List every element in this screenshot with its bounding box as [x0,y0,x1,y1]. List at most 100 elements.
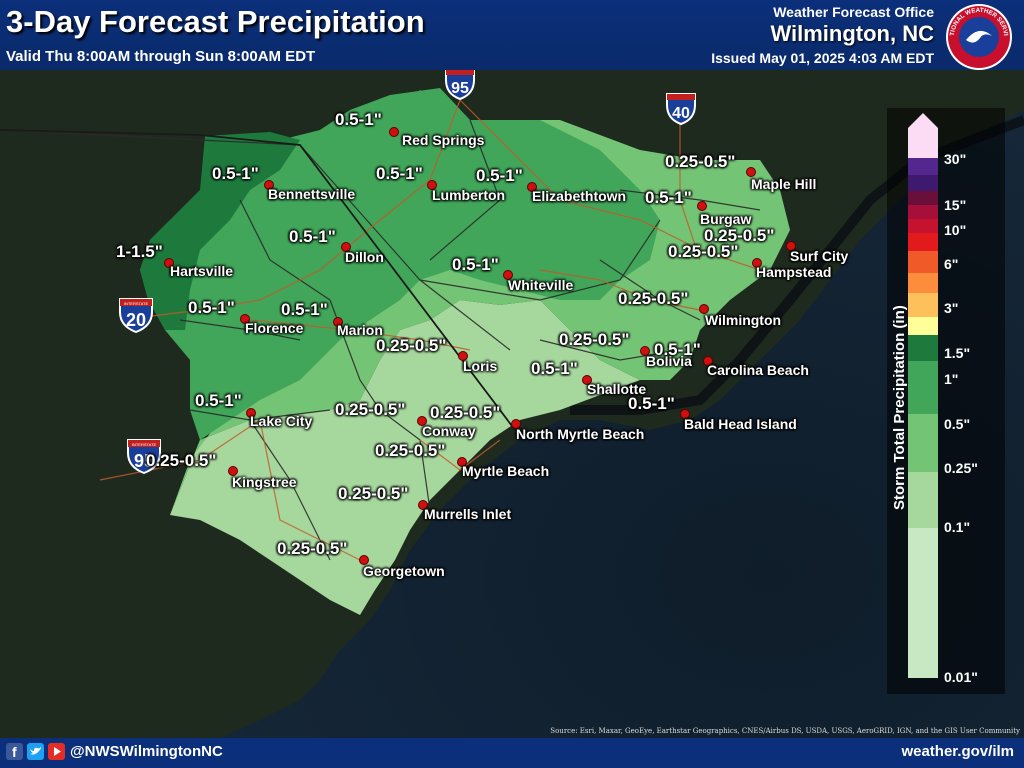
legend-band-3 [908,273,938,293]
amount-burgaw: 0.5-1" [645,188,692,207]
valid-period: Valid Thu 8:00AM through Sun 8:00AM EDT [6,48,316,65]
city-label-red-springs: Red Springs [402,132,485,148]
legend-tick-0.5: 0.5" [944,416,971,432]
city-label-burgaw: Burgaw [700,211,752,227]
amount-marion: 0.5-1" [281,300,328,319]
city-dot-conway [417,416,427,426]
legend-band-15 [908,191,938,205]
city-label-carolina-beach: Carolina Beach [707,362,809,378]
city-label-loris: Loris [463,358,498,374]
i20-label: 20 [126,310,146,330]
legend-band-4 [908,251,938,273]
city-label-hartsville: Hartsville [170,263,234,279]
i95-label: 95 [451,80,469,97]
city-dot-red-springs [389,127,399,137]
city-label-shallotte: Shallotte [587,381,647,397]
legend-tick-3: 3" [944,300,959,316]
amount-shallotte: 0.5-1" [531,359,578,378]
city-label-surf-city: Surf City [790,248,849,264]
city-dot-bennettsville [264,180,274,190]
facebook-icon[interactable]: f [6,743,23,760]
precip-0.1-0.25 [170,300,640,615]
city-dot-hartsville [164,258,174,268]
legend-tick-6: 6" [944,256,959,272]
issued-time: Issued May 01, 2025 4:03 AM EDT [711,50,934,66]
city-label-marion: Marion [337,322,383,338]
city-label-kingstree: Kingstree [232,474,297,490]
legend-band-0.1 [908,472,938,528]
social-handle[interactable]: @NWSWilmingtonNC [70,743,223,760]
amount-kingstree: 0.25-0.5" [146,451,217,470]
city-dot-elizabethtown [527,182,537,192]
city-label-north-myrtle-beach: North Myrtle Beach [516,426,645,442]
city-label-hampstead: Hampstead [756,264,832,280]
amount-elizabethtown: 0.5-1" [476,166,523,185]
legend-band-2 [908,293,938,317]
amount-red-springs: 0.5-1" [335,110,382,129]
legend-band-1.5 [908,317,938,335]
legend-band-top [908,128,938,158]
legend-tick-10: 10" [944,222,967,238]
city-label-bald-head-island: Bald Head Island [684,416,797,432]
city-label-wilmington: Wilmington [705,312,782,328]
legend-band-6 [908,233,938,251]
city-dot-north-myrtle-beach [511,419,521,429]
legend-tick-30: 30" [944,151,967,167]
amount-maple-hill: 0.25-0.5" [665,152,736,171]
header-bar: 3-Day Forecast Precipitation Valid Thu 8… [0,0,1024,70]
amount-hampstead: 0.25-0.5" [668,242,739,261]
website-link[interactable]: weather.gov/ilm [901,743,1014,760]
legend-title: Storm Total Precipitation (in) [891,305,908,510]
amount-bennettsville: 0.5-1" [212,164,259,183]
city-label-florence: Florence [245,320,304,336]
city-dot-whiteville [503,270,513,280]
amount-murrells-inlet: 0.25-0.5" [338,484,409,503]
legend-band-0.5 [908,361,938,414]
legend-band-30 [908,158,938,175]
legend-tick-1.5: 1.5" [944,345,971,361]
legend-top-arrow [908,113,938,128]
amount-georgetown: 0.25-0.5" [277,539,348,558]
city-dot-florence [240,314,250,324]
legend-tick-15: 15" [944,197,967,213]
map-credits: Source: Esri, Maxar, GeoEye, Earthstar G… [550,727,1020,735]
city-dot-maple-hill [746,167,756,177]
page-title: 3-Day Forecast Precipitation [6,4,425,39]
nws-logo-icon[interactable]: NATIONAL WEATHER SERVICE [944,2,1014,72]
city-dot-surf-city [786,241,796,251]
city-label-murrells-inlet: Murrells Inlet [424,506,512,522]
youtube-icon[interactable] [48,743,65,760]
city-dot-shallotte [582,375,592,385]
legend-band-0.01 [908,528,938,678]
city-label-dillon: Dillon [345,249,384,265]
legend-band-10 [908,219,938,233]
precip-1-1.5 [140,132,300,330]
city-label-conway: Conway [422,423,476,439]
i20-interstate-text: INTERSTATE [124,301,149,306]
city-label-myrtle-beach: Myrtle Beach [462,463,550,479]
amount-wilmington: 0.25-0.5" [618,289,689,308]
twitter-icon[interactable] [27,743,44,760]
legend-band-0.25 [908,414,938,472]
legend-band-30b [908,175,938,191]
city-label-maple-hill: Maple Hill [751,176,817,192]
i95b-interstate-text: INTERSTATE [132,442,157,447]
state-line [0,129,516,431]
city-dot-lumberton [427,180,437,190]
amount-myrtle-beach: 0.25-0.5" [375,441,446,460]
city-dot-carolina-beach [703,356,713,366]
interstate-20-shield: INTERSTATE 20 [119,298,153,334]
city-dot-burgaw [697,201,707,211]
legend-band-15b [908,205,938,219]
amount-dillon: 0.5-1" [289,227,336,246]
amount-carolina-beach: 0.5-1" [654,340,701,359]
legend-tick-0.1: 0.1" [944,519,971,535]
city-label-bolivia: Bolivia [646,353,692,369]
city-label-whiteville: Whiteville [508,277,574,293]
amount-whiteville: 0.5-1" [452,255,499,274]
office-name: Weather Forecast Office [773,4,934,20]
i40-label: 40 [672,105,690,122]
legend-panel [887,108,1005,694]
city-dot-bald-head-island [680,409,690,419]
city-dot-murrells-inlet [418,500,428,510]
